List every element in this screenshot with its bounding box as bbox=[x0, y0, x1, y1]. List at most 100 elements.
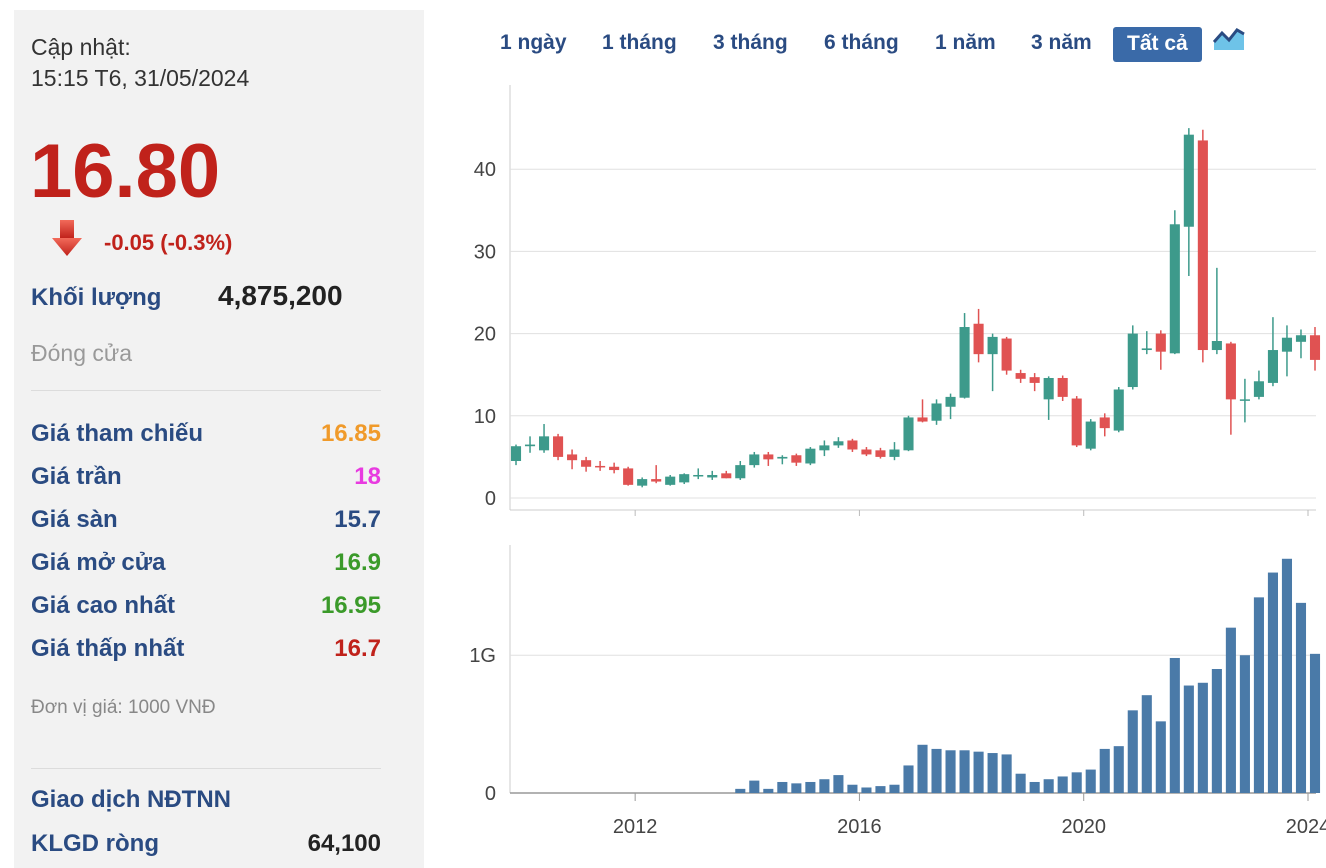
divider bbox=[31, 768, 381, 769]
quote-panel bbox=[14, 10, 424, 868]
volume-bar bbox=[1085, 769, 1096, 793]
tab-3-years[interactable]: 3 năm bbox=[1031, 31, 1092, 54]
tab-1-month[interactable]: 1 tháng bbox=[602, 31, 677, 54]
candle-body bbox=[889, 449, 900, 457]
candle-body bbox=[1057, 377, 1068, 397]
volume-bar bbox=[1211, 669, 1222, 793]
candle-body bbox=[721, 473, 732, 479]
candle-body bbox=[637, 479, 648, 486]
candle-body bbox=[805, 448, 816, 464]
candle-body bbox=[1309, 335, 1321, 360]
candle-body bbox=[945, 396, 956, 407]
volume-bar bbox=[1225, 627, 1236, 793]
candle-body bbox=[538, 436, 550, 451]
volume-label: Khối lượng bbox=[31, 284, 162, 311]
volume-bar bbox=[749, 780, 760, 793]
volume-bar bbox=[1113, 746, 1124, 793]
volume-bar bbox=[1071, 772, 1082, 793]
candle-body bbox=[763, 454, 774, 460]
candle-body bbox=[903, 417, 914, 451]
stat-ceiling-price: Giá trần 18 bbox=[31, 463, 381, 493]
candle-body bbox=[1211, 340, 1222, 351]
candle-body bbox=[1127, 333, 1138, 388]
volume-bar bbox=[931, 748, 942, 793]
candle-body bbox=[595, 465, 606, 468]
candle-body bbox=[1281, 337, 1293, 352]
tab-1-year[interactable]: 1 năm bbox=[935, 31, 996, 54]
candle-body bbox=[1225, 343, 1236, 400]
stat-label: Giá cao nhất bbox=[31, 592, 176, 619]
volume-bar bbox=[1099, 748, 1110, 793]
volume-tick-label: 1G bbox=[469, 645, 496, 667]
net-volume-row: KLGD ròng 64,100 bbox=[31, 830, 381, 860]
volume-bar bbox=[1057, 776, 1068, 793]
stat-low-price: Giá thấp nhất 16.7 bbox=[31, 635, 381, 665]
candle-body bbox=[1155, 333, 1166, 352]
volume-bar bbox=[777, 781, 788, 793]
candle-body bbox=[693, 474, 704, 477]
candle-body bbox=[651, 479, 662, 482]
price-tick-label: 20 bbox=[474, 324, 496, 346]
candle-body bbox=[1085, 421, 1096, 449]
down-arrow-icon bbox=[52, 220, 82, 256]
candle-body bbox=[749, 454, 760, 466]
stat-label: Giá thấp nhất bbox=[31, 635, 185, 662]
tab-1-day[interactable]: 1 ngày bbox=[500, 31, 567, 54]
stat-label: Giá trần bbox=[31, 463, 122, 490]
x-tick-label: 2016 bbox=[837, 816, 882, 838]
net-volume-label: KLGD ròng bbox=[31, 830, 159, 857]
stat-label: Giá tham chiếu bbox=[31, 420, 204, 447]
candle-body bbox=[777, 456, 788, 459]
volume-bar bbox=[1197, 682, 1208, 793]
market-status: Đóng cửa bbox=[31, 340, 133, 366]
price-tick-label: 40 bbox=[474, 159, 496, 181]
candle-body bbox=[1239, 399, 1250, 401]
price-tick-label: 0 bbox=[485, 488, 496, 510]
volume-bar bbox=[959, 750, 970, 793]
candle-body bbox=[623, 468, 634, 485]
candle-body bbox=[665, 476, 676, 485]
candle-body bbox=[1141, 348, 1152, 351]
volume-bar bbox=[763, 788, 774, 793]
stat-label: Giá mở cửa bbox=[31, 549, 166, 576]
candle-body bbox=[875, 450, 886, 457]
price-unit-note: Đơn vị giá: 1000 VNĐ bbox=[31, 697, 216, 718]
candle-body bbox=[1071, 398, 1082, 446]
candle-body bbox=[1169, 224, 1180, 354]
tab-3-months[interactable]: 3 tháng bbox=[713, 31, 788, 54]
volume-bar bbox=[791, 783, 802, 793]
volume-bar bbox=[1281, 558, 1293, 793]
volume-bar bbox=[1309, 653, 1321, 793]
tab-all[interactable]: Tất cả bbox=[1113, 27, 1202, 62]
volume-bar bbox=[1169, 657, 1180, 793]
volume-bar bbox=[889, 784, 900, 793]
candle-body bbox=[847, 440, 858, 450]
candle-body bbox=[791, 455, 802, 463]
candle-body bbox=[931, 403, 942, 421]
volume-bar bbox=[1295, 602, 1307, 793]
x-tick-label: 2020 bbox=[1061, 816, 1106, 838]
candle-body bbox=[917, 417, 928, 422]
candle-body bbox=[1029, 377, 1040, 383]
volume-value: 4,875,200 bbox=[218, 280, 343, 311]
volume-bar bbox=[1029, 781, 1040, 793]
stat-floor-price: Giá sàn 15.7 bbox=[31, 506, 381, 536]
volume-bar bbox=[805, 781, 816, 793]
volume-tick-label: 0 bbox=[485, 783, 496, 805]
volume-bar bbox=[1267, 572, 1278, 793]
volume-bar bbox=[903, 765, 914, 793]
candle-body bbox=[1183, 134, 1194, 227]
update-label: Cập nhật: bbox=[31, 34, 131, 60]
candle-body bbox=[819, 445, 830, 451]
candle-body bbox=[959, 327, 970, 398]
volume-bar bbox=[1183, 685, 1194, 793]
area-chart-icon[interactable] bbox=[1213, 24, 1245, 54]
volume-bar bbox=[875, 786, 886, 793]
price-change: -0.05 (-0.3%) bbox=[104, 230, 233, 255]
volume-bar bbox=[861, 787, 872, 793]
candle-body bbox=[1253, 381, 1264, 397]
stat-value: 16.7 bbox=[334, 635, 381, 662]
tab-6-months[interactable]: 6 tháng bbox=[824, 31, 899, 54]
volume-bar bbox=[1155, 721, 1166, 793]
price-tick-label: 30 bbox=[474, 241, 496, 263]
